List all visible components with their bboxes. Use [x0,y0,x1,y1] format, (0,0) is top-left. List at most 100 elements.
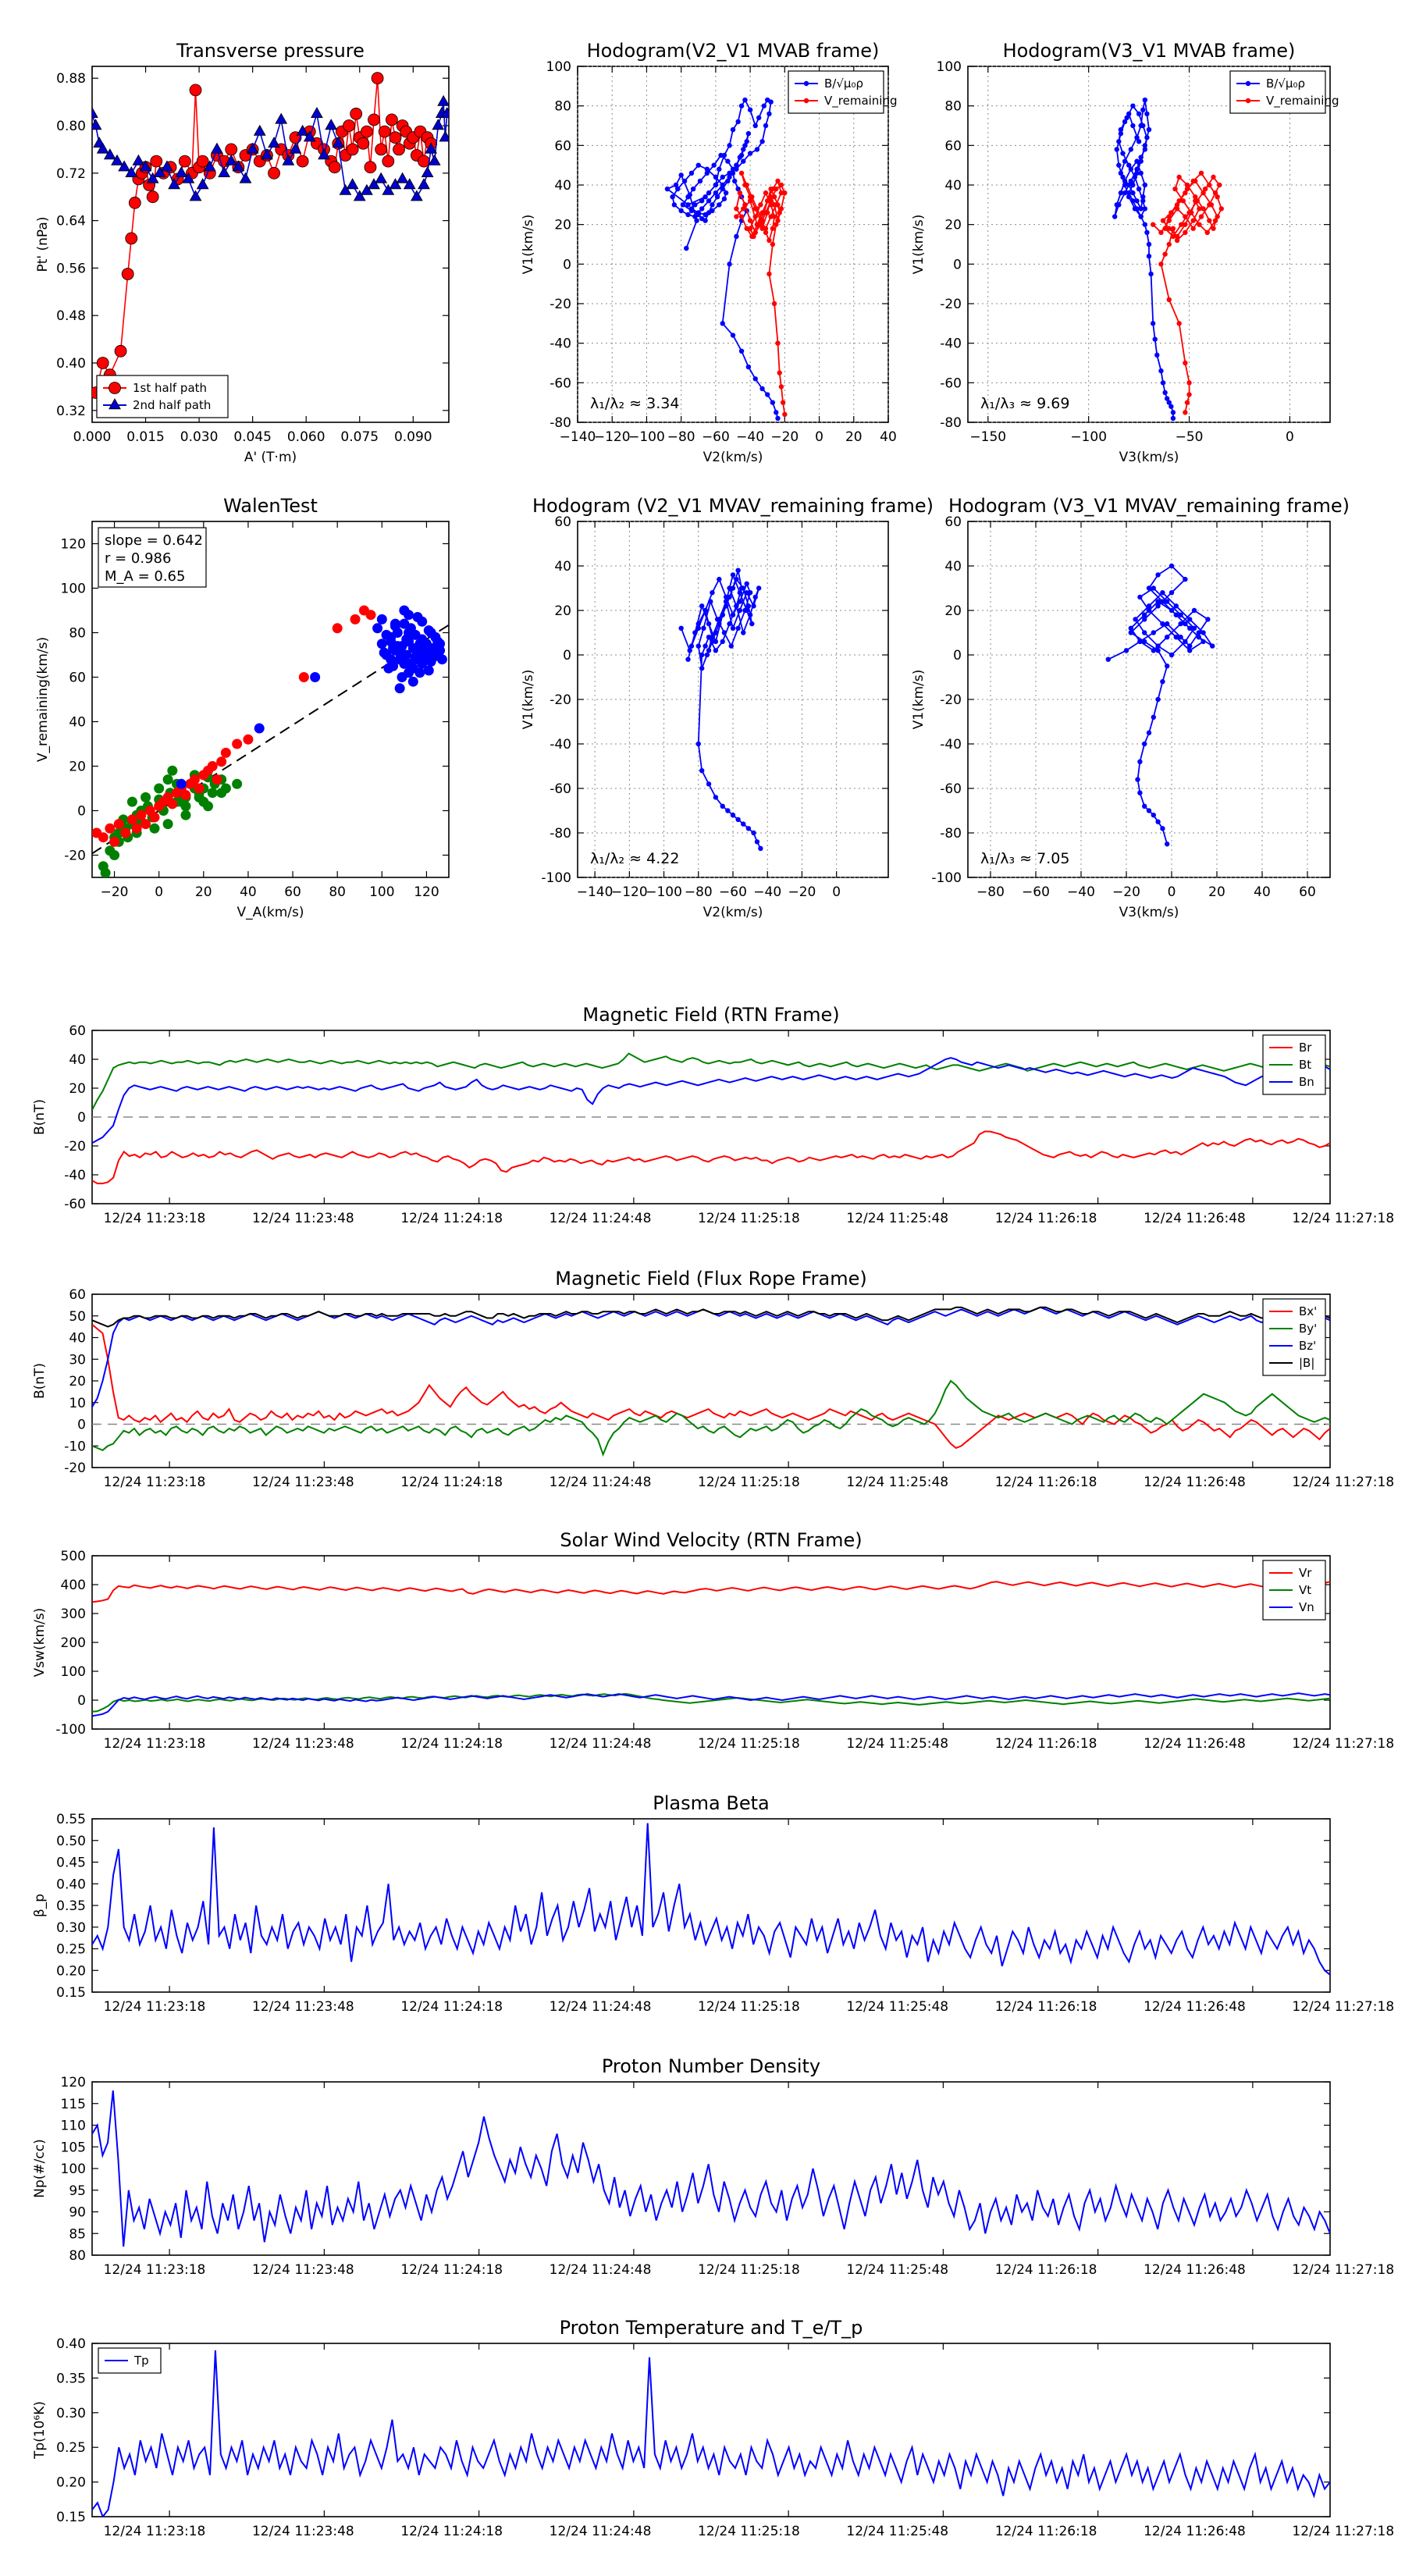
y-tick-label: 40 [69,1052,86,1068]
series-1-point-44 [389,178,402,190]
x-tick-label: 12/24 11:23:48 [252,1736,354,1752]
y-tick-label: 20 [69,1374,86,1389]
series-1-point-13 [168,178,180,190]
x-tick-label: −80 [667,429,695,445]
series-1-point-31 [296,124,309,136]
series-1-point-48 [758,202,763,208]
data-layer [92,1052,1330,1185]
series-0-point-5 [664,186,670,192]
series-1-point-61 [1186,380,1192,386]
chart-title: Proton Number Density [602,2055,820,2077]
series-1-point-13 [768,198,774,204]
series-0-point-9 [1191,607,1197,614]
y-tick-label: -40 [550,737,571,753]
series-0-point-59 [730,166,736,172]
series-1-point-55 [439,130,449,142]
series-0-point-23 [1128,178,1134,184]
series-0-point-64 [418,155,430,168]
series-1-point-24 [1218,206,1225,212]
series-0-point-2 [1126,111,1132,116]
series-1-point-6 [1198,214,1204,219]
blue-series-point-59 [389,618,400,629]
y-tick-label: -40 [940,336,962,352]
series-1-point-8 [775,218,781,223]
x-axis-label: V3(km/s) [1119,450,1179,465]
series-1-point-31 [1176,174,1182,180]
x-tick-label: 12/24 11:26:48 [1144,2262,1246,2278]
series-line-Np [92,2090,1330,2247]
data-layer [664,97,788,422]
series-1-point-29 [778,190,784,196]
y-axis-label: B(nT) [32,1363,48,1399]
green-series-point-46 [100,867,111,877]
y-tick-label: -20 [940,297,962,312]
series-0-point-17 [752,123,758,129]
series-0-point-56 [704,652,710,658]
series-0-point-72 [1165,396,1170,401]
series-1-point-2 [1166,218,1172,223]
series-0-point-60 [1138,214,1144,219]
series-0-point-28 [734,166,739,172]
series-0-point-74 [720,803,725,809]
series-0-point-58 [1146,730,1152,735]
stats-frame [98,527,207,588]
series-0-point-51 [678,208,684,214]
series-0-point-71 [1162,390,1168,396]
data-layer [92,2350,1330,2517]
y-axis-label: V1(km/s) [521,670,536,730]
series-0-point-70 [695,741,701,747]
y-tick-label: -20 [64,1139,86,1155]
series-0-point-55 [1134,170,1140,176]
series-1-point-10 [146,172,159,183]
series-0-point-56 [1155,696,1161,703]
series-0-point-15 [742,97,748,103]
series-0-point-73 [710,202,715,208]
series-1-point-58 [777,210,782,215]
x-tick-label: 12/24 11:27:18 [1292,1475,1394,1490]
y-tick-label: 85 [69,2226,86,2242]
series-0-point-40 [1200,639,1206,645]
x-tick-label: 0.045 [233,429,272,445]
series-0-point-46 [734,576,739,582]
series-0-point-43 [343,119,355,132]
series-0-point-57 [720,182,725,188]
series-0-point-7 [1120,174,1126,180]
y-tick-label: 0.80 [56,119,86,134]
series-1-point-4 [1183,214,1188,219]
series-1-point-34 [1200,206,1206,212]
series-0-point-42 [1126,194,1132,200]
y-tick-label: 0.15 [56,2510,86,2525]
y-tick-label: 0.50 [56,1834,86,1849]
series-0-point-99 [752,376,758,382]
series-0-point-25 [702,607,708,614]
series-1-point-16 [752,229,758,235]
y-tick-label: 0.20 [56,1963,86,1979]
data-layer [92,2090,1330,2247]
series-0-point-1 [96,357,109,369]
series-0-point-14 [1128,625,1134,631]
y-tick-label: 0.88 [56,71,86,87]
series-1-point-67 [782,411,788,418]
series-0-point-76 [725,178,731,184]
series-0-point-102 [770,400,776,405]
chart-title: Plasma Beta [653,1792,769,1814]
series-0-point-3 [678,173,684,178]
y-tick-label: 60 [554,138,571,154]
series-1-point-47 [1183,222,1188,227]
y-tick-label: 60 [944,138,962,154]
y-tick-label: -20 [64,849,86,864]
series-0-point-38 [708,599,713,604]
series-0-point-70 [1160,380,1166,386]
series-1-point-59 [1176,321,1182,326]
series-1-point-59 [774,222,779,227]
series-0-point-9 [1130,190,1136,196]
eigenvalue-ratio: λ₁/λ₃ ≈ 7.05 [980,850,1069,867]
series-0-point-39 [717,202,722,208]
x-tick-label: −80 [685,884,713,900]
blue-series-point-60 [417,658,428,669]
series-1-point-28 [275,112,288,124]
y-tick-label: -40 [940,737,962,753]
series-0-point-68 [688,208,695,214]
y-tick-label: 0.40 [56,356,86,372]
chart-pt: 0.32 0.40 0.48 0.56 0.64 0.72 0.80 0.88 0.000 0.0… [35,40,450,465]
